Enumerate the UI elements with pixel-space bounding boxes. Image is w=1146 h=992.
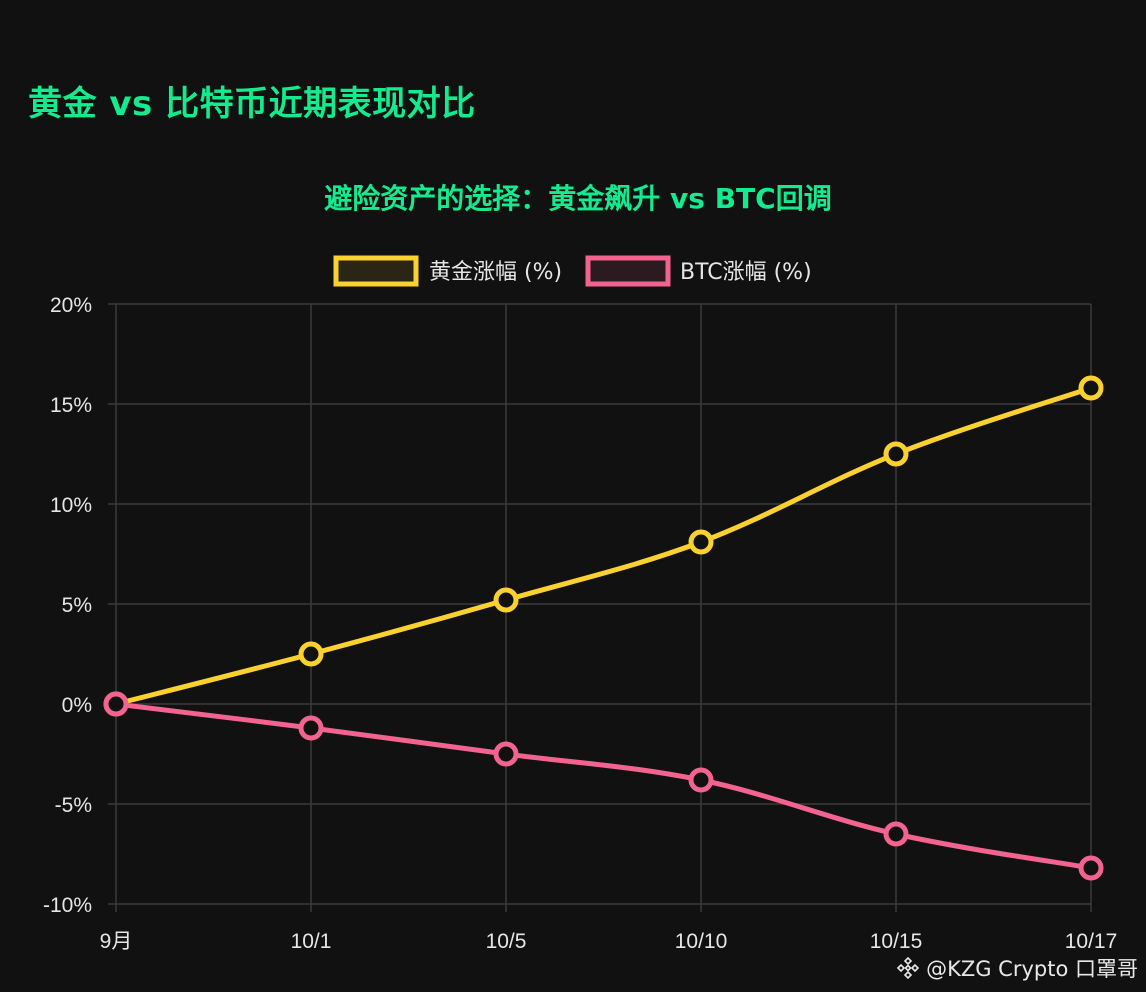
data-point-1 xyxy=(688,767,714,793)
binance-logo-icon xyxy=(896,956,920,980)
legend-swatch-0 xyxy=(333,255,419,287)
legend-label-1: BTC涨幅 (%) xyxy=(680,260,812,285)
y-tick-label: -5% xyxy=(55,794,92,817)
y-tick-label: 20% xyxy=(50,294,92,317)
data-point-1 xyxy=(1078,855,1104,881)
series-line-1 xyxy=(113,701,1094,871)
data-point-1 xyxy=(493,741,519,767)
watermark-text: @KZG Crypto 口罩哥 xyxy=(926,957,1138,981)
data-point-0 xyxy=(1078,375,1104,401)
legend-swatch-1 xyxy=(585,255,671,287)
y-tick-label: 0% xyxy=(62,694,92,717)
data-point-1 xyxy=(103,691,129,717)
y-tick-label: 10% xyxy=(50,494,92,517)
x-tick-label: 10/10 xyxy=(675,930,728,953)
x-tick-label: 10/5 xyxy=(486,930,527,953)
data-point-0 xyxy=(493,587,519,613)
page-title: 黄金 vs 比特币近期表现对比 xyxy=(28,84,476,124)
data-point-0 xyxy=(298,641,324,667)
x-tick-label: 9月 xyxy=(100,930,133,953)
data-point-1 xyxy=(298,715,324,741)
data-point-0 xyxy=(688,529,714,555)
data-point-0 xyxy=(883,441,909,467)
x-tick-label: 10/1 xyxy=(291,930,332,953)
data-point-1 xyxy=(883,821,909,847)
y-tick-label: 15% xyxy=(50,394,92,417)
y-tick-label: 5% xyxy=(62,594,92,617)
watermark: @KZG Crypto 口罩哥 xyxy=(896,954,1138,982)
legend-label-0: 黄金涨幅 (%) xyxy=(429,260,562,285)
x-tick-label: 10/15 xyxy=(870,930,923,953)
x-tick-label: 10/17 xyxy=(1065,930,1118,953)
series-line-0 xyxy=(113,385,1094,707)
y-tick-label: -10% xyxy=(43,894,92,917)
chart-title: 避险资产的选择：黄金飙升 vs BTC回调 xyxy=(324,182,831,215)
